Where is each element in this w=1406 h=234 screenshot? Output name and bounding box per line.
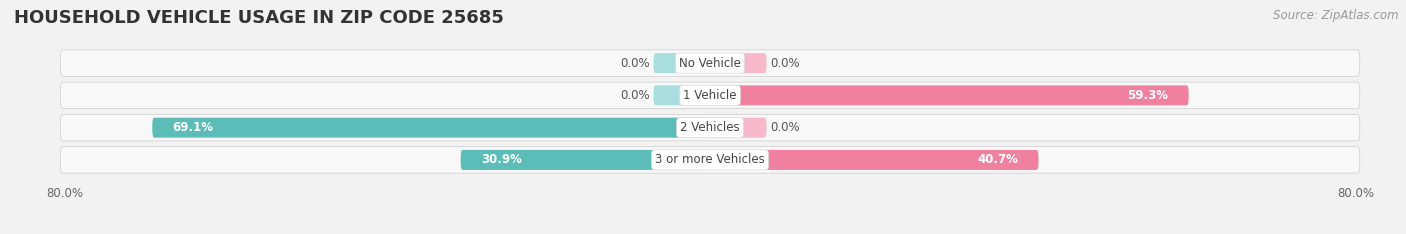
Legend: Owner-occupied, Renter-occupied: Owner-occupied, Renter-occupied [586, 231, 834, 234]
Text: 2 Vehicles: 2 Vehicles [681, 121, 740, 134]
Text: 0.0%: 0.0% [620, 89, 650, 102]
Text: 0.0%: 0.0% [770, 57, 800, 69]
Text: 3 or more Vehicles: 3 or more Vehicles [655, 154, 765, 166]
FancyBboxPatch shape [710, 85, 1188, 105]
FancyBboxPatch shape [60, 50, 1360, 76]
Text: HOUSEHOLD VEHICLE USAGE IN ZIP CODE 25685: HOUSEHOLD VEHICLE USAGE IN ZIP CODE 2568… [14, 9, 503, 27]
Text: 59.3%: 59.3% [1128, 89, 1168, 102]
FancyBboxPatch shape [654, 53, 710, 73]
Text: No Vehicle: No Vehicle [679, 57, 741, 69]
FancyBboxPatch shape [152, 118, 710, 138]
FancyBboxPatch shape [710, 53, 766, 73]
FancyBboxPatch shape [60, 147, 1360, 173]
FancyBboxPatch shape [710, 150, 1039, 170]
Text: 0.0%: 0.0% [770, 121, 800, 134]
Text: 40.7%: 40.7% [977, 154, 1018, 166]
Text: 0.0%: 0.0% [620, 57, 650, 69]
Text: Source: ZipAtlas.com: Source: ZipAtlas.com [1274, 9, 1399, 22]
Text: 1 Vehicle: 1 Vehicle [683, 89, 737, 102]
FancyBboxPatch shape [654, 85, 710, 105]
Text: 69.1%: 69.1% [173, 121, 214, 134]
FancyBboxPatch shape [461, 150, 710, 170]
FancyBboxPatch shape [60, 114, 1360, 141]
FancyBboxPatch shape [60, 82, 1360, 109]
Text: 30.9%: 30.9% [481, 154, 522, 166]
FancyBboxPatch shape [710, 118, 766, 138]
